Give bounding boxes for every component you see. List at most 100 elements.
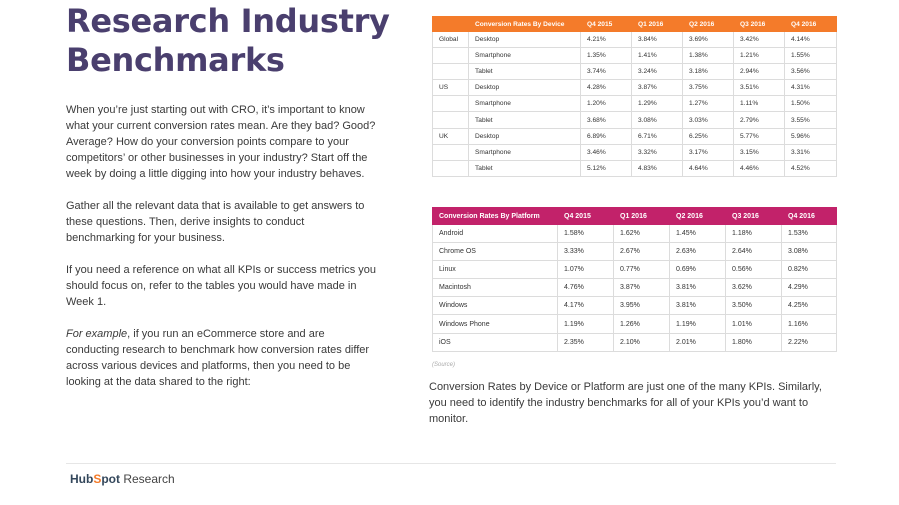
- device-table-cell: 2.79%: [733, 111, 785, 129]
- platform-table-cell: 0.82%: [781, 260, 837, 280]
- device-table-row: Smartphone 1.20% 1.29% 1.27% 1.11% 1.50%: [432, 95, 837, 113]
- platform-table-header-cell: Conversion Rates By Platform: [432, 207, 558, 225]
- device-table-cell: 3.18%: [682, 63, 734, 81]
- paragraph-1: When you’re just starting out with CRO, …: [66, 104, 376, 180]
- device-table-cell: 1.11%: [733, 95, 785, 113]
- device-table-cell: US: [432, 79, 469, 97]
- platform-table-row: Chrome OS 3.33% 2.67% 2.63% 2.64% 3.08%: [432, 242, 837, 262]
- device-table-header-cell: Q3 2016: [733, 16, 785, 32]
- platform-table-cell: 3.87%: [613, 278, 670, 298]
- platform-table-cell: iOS: [432, 332, 558, 352]
- hubspot-research-logo: HubSpot Research: [70, 472, 175, 486]
- platform-table-cell: 1.07%: [557, 260, 614, 280]
- logo-brand-pot: pot: [101, 472, 120, 486]
- device-table-cell: 3.69%: [682, 30, 734, 49]
- platform-table-cell: 4.25%: [781, 296, 837, 316]
- device-table-cell: 4.31%: [784, 79, 837, 97]
- device-table-cell: 4.14%: [784, 30, 837, 49]
- example-body: , if you run an eCommerce store and are …: [66, 328, 370, 388]
- device-table-cell: 3.68%: [580, 111, 632, 129]
- logo-brand-hub: Hub: [70, 472, 94, 486]
- device-table-cell: Desktop: [468, 127, 581, 145]
- device-table-cell: 4.28%: [580, 79, 632, 97]
- platform-table-cell: 1.01%: [725, 314, 782, 334]
- device-table-row: Smartphone 1.35% 1.41% 1.38% 1.21% 1.55%: [432, 47, 837, 65]
- platform-table-row: iOS 2.35% 2.10% 2.01% 1.80% 2.22%: [432, 332, 837, 352]
- device-table-header-cell: Conversion Rates By Device: [468, 16, 581, 32]
- platform-table-row: Linux 1.07% 0.77% 0.69% 0.56% 0.82%: [432, 260, 837, 280]
- device-table-cell: 3.32%: [631, 143, 683, 161]
- device-table-cell: [432, 143, 469, 161]
- platform-table-cell: Linux: [432, 260, 558, 280]
- platform-table-cell: 1.53%: [781, 223, 837, 244]
- device-table-cell: 2.94%: [733, 63, 785, 81]
- device-table-cell: 1.20%: [580, 95, 632, 113]
- platform-table-header: Conversion Rates By Platform Q4 2015 Q1 20…: [432, 207, 837, 225]
- page-title: Research Industry Benchmarks: [66, 2, 390, 80]
- device-table-header-cell: Q2 2016: [682, 16, 734, 32]
- source-link[interactable]: (Source): [432, 362, 456, 368]
- platform-table-cell: 2.10%: [613, 332, 670, 352]
- device-table-cell: 3.15%: [733, 143, 785, 161]
- device-table-cell: 4.52%: [784, 159, 837, 177]
- device-table-cell: 5.77%: [733, 127, 785, 145]
- device-table-cell: 1.41%: [631, 47, 683, 65]
- device-table-cell: 3.87%: [631, 79, 683, 97]
- example-lead: For example: [66, 328, 128, 340]
- platform-table-cell: Windows: [432, 296, 558, 316]
- platform-table-cell: 1.19%: [557, 314, 614, 334]
- device-table-row: UK Desktop 6.89% 6.71% 6.25% 5.77% 5.96%: [432, 127, 837, 145]
- device-table-header-cell: Q1 2016: [631, 16, 683, 32]
- device-table-header: Conversion Rates By Device Q4 2015 Q1 2016…: [432, 16, 837, 32]
- platform-table-cell: 1.19%: [669, 314, 726, 334]
- platform-table-cell: Android: [432, 223, 558, 244]
- device-conversion-table: Conversion Rates By Device Q4 2015 Q1 2016…: [432, 16, 837, 177]
- platform-table-cell: 1.45%: [669, 223, 726, 244]
- device-table-cell: 3.51%: [733, 79, 785, 97]
- platform-table-header-cell: Q1 2016: [613, 207, 670, 225]
- device-table-cell: [432, 159, 469, 177]
- device-table-cell: 1.38%: [682, 47, 734, 65]
- device-table-cell: Smartphone: [468, 95, 581, 113]
- device-table-header-cell: Q4 2016: [784, 16, 837, 32]
- platform-table-cell: 4.76%: [557, 278, 614, 298]
- device-table-cell: 3.42%: [733, 30, 785, 49]
- device-table-cell: 3.75%: [682, 79, 734, 97]
- platform-table-cell: 4.17%: [557, 296, 614, 316]
- platform-table-cell: 0.77%: [613, 260, 670, 280]
- platform-table-cell: 2.64%: [725, 242, 782, 262]
- platform-table-header-cell: Q4 2015: [557, 207, 614, 225]
- logo-sprocket: S: [93, 472, 102, 486]
- device-table-cell: 3.46%: [580, 143, 632, 161]
- device-table-cell: 3.24%: [631, 63, 683, 81]
- device-table-cell: [432, 111, 469, 129]
- device-table-cell: 4.21%: [580, 30, 632, 49]
- platform-table-cell: 1.80%: [725, 332, 782, 352]
- device-table-cell: 6.89%: [580, 127, 632, 145]
- device-table-cell: 5.12%: [580, 159, 632, 177]
- platform-table-cell: 2.01%: [669, 332, 726, 352]
- device-table-row: Tablet 3.74% 3.24% 3.18% 2.94% 3.56%: [432, 63, 837, 81]
- title-line-1: Research Industry: [66, 2, 390, 40]
- platform-table-cell: 3.81%: [669, 278, 726, 298]
- kpi-note: Conversion Rates by Device or Platform a…: [429, 381, 822, 425]
- platform-conversion-table: Conversion Rates By Platform Q4 2015 Q1 20…: [432, 207, 837, 352]
- device-table-cell: Desktop: [468, 79, 581, 97]
- platform-table-cell: 1.16%: [781, 314, 837, 334]
- device-table-cell: Global: [432, 30, 469, 49]
- platform-table-cell: 2.63%: [669, 242, 726, 262]
- device-table-cell: 1.27%: [682, 95, 734, 113]
- logo-suffix: Research: [120, 472, 175, 486]
- intro-text: When you’re just starting out with CRO, …: [66, 102, 376, 406]
- title-line-2: Benchmarks: [66, 41, 285, 79]
- device-table-cell: UK: [432, 127, 469, 145]
- platform-table-header-cell: Q3 2016: [725, 207, 782, 225]
- device-table-cell: 5.96%: [784, 127, 837, 145]
- device-table-cell: [432, 47, 469, 65]
- device-table-row: Tablet 5.12% 4.83% 4.64% 4.46% 4.52%: [432, 159, 837, 177]
- device-table-cell: [432, 63, 469, 81]
- platform-table-cell: 2.22%: [781, 332, 837, 352]
- device-table-cell: 4.46%: [733, 159, 785, 177]
- platform-table-cell: 3.33%: [557, 242, 614, 262]
- device-table-cell: Tablet: [468, 111, 581, 129]
